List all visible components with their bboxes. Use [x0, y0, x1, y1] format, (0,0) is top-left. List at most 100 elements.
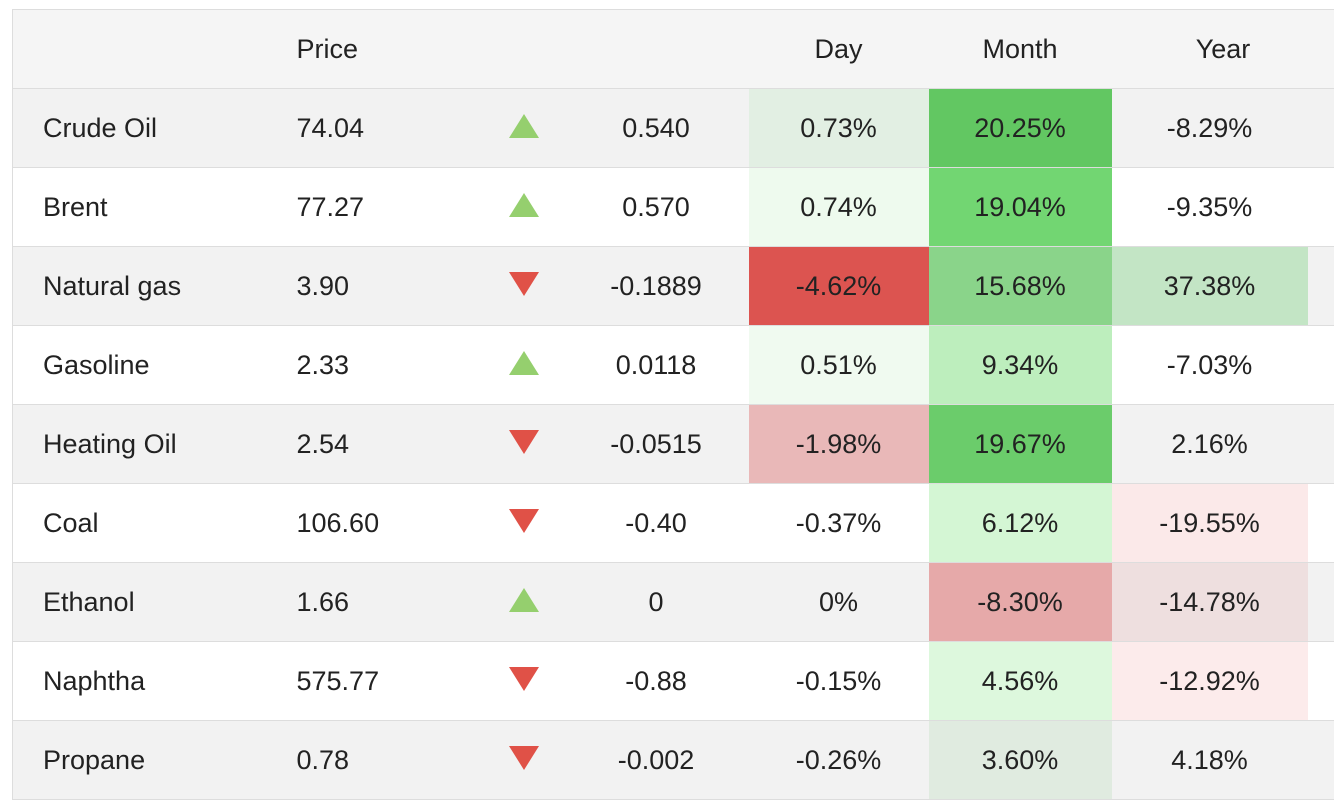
- header-month[interactable]: Month: [928, 9, 1112, 89]
- price-cell: 0.78: [266, 720, 462, 800]
- commodity-name-link[interactable]: Coal: [12, 483, 267, 563]
- table-row[interactable]: Propane 0.78 -0.002 -0.26% 3.60% 4.18%: [12, 720, 1334, 800]
- year-change-cell-bg: -12.92%: [1111, 642, 1308, 720]
- table-row[interactable]: Gasoline 2.33 0.0118 0.51% 9.34% -7.03%: [12, 325, 1334, 405]
- header-year-label: Year: [1195, 33, 1251, 64]
- month-change-cell-value: -8.30%: [977, 586, 1063, 617]
- table-row[interactable]: Coal 106.60 -0.40 -0.37% 6.12% -19.55%: [12, 483, 1334, 563]
- header-year[interactable]: Year: [1111, 9, 1334, 89]
- year-change-cell-bg: -8.29%: [1112, 89, 1308, 167]
- commodity-name-link[interactable]: Gasoline: [12, 325, 267, 405]
- day-change-cell-bg: -1.98%: [748, 405, 929, 483]
- table-row[interactable]: Brent 77.27 0.570 0.74% 19.04% -9.35%: [12, 167, 1334, 247]
- day-change-cell-bg: -4.62%: [748, 247, 929, 325]
- price-cell: 2.33: [266, 325, 462, 405]
- day-change-cell-bg: 0%: [749, 563, 929, 641]
- commodity-name-link[interactable]: Naphtha: [12, 641, 267, 721]
- day-change-cell: -4.62%: [748, 246, 929, 326]
- month-change-cell: 19.67%: [928, 404, 1112, 484]
- year-change-cell-bg: 4.18%: [1112, 721, 1308, 799]
- day-change-cell-bg: 0.51%: [748, 326, 929, 404]
- day-change-cell-bg: 0.74%: [748, 168, 929, 246]
- change-cell: -0.40: [563, 483, 749, 563]
- commodity-name-link[interactable]: Propane: [12, 720, 267, 800]
- month-change-cell: 9.34%: [928, 325, 1112, 405]
- month-change-cell-bg: 19.67%: [928, 405, 1112, 483]
- direction-cell: [461, 720, 564, 800]
- direction-cell: [461, 404, 564, 484]
- day-change-cell: 0.51%: [748, 325, 929, 405]
- header-arrow: [461, 9, 564, 89]
- direction-cell: [461, 246, 564, 326]
- month-change-cell: 6.12%: [928, 483, 1112, 563]
- year-change-cell-value: -8.29%: [1166, 112, 1253, 143]
- header-price[interactable]: Price: [266, 9, 462, 89]
- arrow-up-icon: [508, 193, 539, 218]
- header-day[interactable]: Day: [748, 9, 929, 89]
- price-cell: 106.60: [266, 483, 462, 563]
- day-change-cell-value: -0.26%: [795, 744, 882, 775]
- table-row[interactable]: Natural gas 3.90 -0.1889 -4.62% 15.68% 37.38%: [12, 246, 1334, 326]
- table-body: Crude Oil 74.04 0.540 0.73% 20.25% -8.29% Bren…: [12, 88, 1334, 800]
- year-change-cell-bg: -7.03%: [1112, 326, 1308, 404]
- month-change-cell-bg: 3.60%: [928, 721, 1112, 799]
- year-change-cell-bg: -14.78%: [1111, 563, 1308, 641]
- commodity-name-link[interactable]: Ethanol: [12, 562, 267, 642]
- month-change-cell-bg: 15.68%: [928, 247, 1112, 325]
- year-change-cell-value: -7.03%: [1166, 349, 1253, 380]
- table-row[interactable]: Crude Oil 74.04 0.540 0.73% 20.25% -8.29%: [12, 88, 1334, 168]
- table-row[interactable]: Heating Oil 2.54 -0.0515 -1.98% 19.67% 2.16%: [12, 404, 1334, 484]
- year-change-cell-bg: 37.38%: [1111, 247, 1308, 325]
- change-cell: -0.1889: [563, 246, 749, 326]
- day-change-cell-value: 0%: [818, 586, 859, 617]
- day-change-cell-value: 0.51%: [800, 349, 877, 380]
- day-change-cell-bg: -0.15%: [749, 642, 929, 720]
- day-change-cell-bg: -0.26%: [749, 721, 929, 799]
- direction-cell: [461, 641, 564, 721]
- day-change-cell: -0.37%: [748, 483, 929, 563]
- year-change-cell-value: -19.55%: [1159, 507, 1260, 538]
- commodity-name-link[interactable]: Crude Oil: [12, 88, 267, 168]
- year-change-cell: 37.38%: [1111, 246, 1334, 326]
- month-change-cell-value: 6.12%: [981, 507, 1059, 538]
- change-cell: -0.002: [563, 720, 749, 800]
- commodities-table: Price Day Month Year Crude Oil 74.04 0.540…: [12, 9, 1334, 800]
- year-change-cell-value: -9.35%: [1166, 191, 1253, 222]
- month-change-cell: 15.68%: [928, 246, 1112, 326]
- price-cell: 74.04: [266, 88, 462, 168]
- day-change-cell-value: 0.73%: [800, 112, 877, 143]
- month-change-cell-bg: 19.04%: [928, 168, 1112, 246]
- change-cell: 0: [563, 562, 749, 642]
- day-change-cell: 0%: [748, 562, 929, 642]
- commodity-name-link[interactable]: Heating Oil: [12, 404, 267, 484]
- year-change-cell-bg: -9.35%: [1112, 168, 1308, 246]
- direction-cell: [461, 562, 564, 642]
- month-change-cell: 4.56%: [928, 641, 1112, 721]
- day-change-cell-bg: -0.37%: [749, 484, 929, 562]
- day-change-cell: -0.15%: [748, 641, 929, 721]
- month-change-cell: 3.60%: [928, 720, 1112, 800]
- year-change-cell: -7.03%: [1111, 325, 1334, 405]
- day-change-cell: 0.73%: [748, 88, 929, 168]
- change-cell: 0.540: [563, 88, 749, 168]
- year-change-cell-bg: 2.16%: [1112, 405, 1308, 483]
- direction-cell: [461, 325, 564, 405]
- month-change-cell-value: 3.60%: [981, 744, 1059, 775]
- change-cell: 0.570: [563, 167, 749, 247]
- day-change-cell-value: -1.98%: [795, 428, 882, 459]
- year-change-cell: 2.16%: [1111, 404, 1334, 484]
- commodity-name-link[interactable]: Natural gas: [12, 246, 267, 326]
- month-change-cell-bg: 20.25%: [928, 89, 1112, 167]
- change-cell: -0.0515: [563, 404, 749, 484]
- commodity-name-link[interactable]: Brent: [12, 167, 267, 247]
- year-change-cell: -12.92%: [1111, 641, 1334, 721]
- arrow-down-icon: [508, 430, 539, 455]
- table-row[interactable]: Ethanol 1.66 0 0% -8.30% -14.78%: [12, 562, 1334, 642]
- arrow-down-icon: [508, 667, 539, 692]
- header-name: [12, 9, 267, 89]
- month-change-cell-bg: 4.56%: [928, 642, 1112, 720]
- arrow-up-icon: [508, 588, 539, 613]
- year-change-cell: -14.78%: [1111, 562, 1334, 642]
- day-change-cell-value: -0.37%: [795, 507, 882, 538]
- table-row[interactable]: Naphtha 575.77 -0.88 -0.15% 4.56% -12.92%: [12, 641, 1334, 721]
